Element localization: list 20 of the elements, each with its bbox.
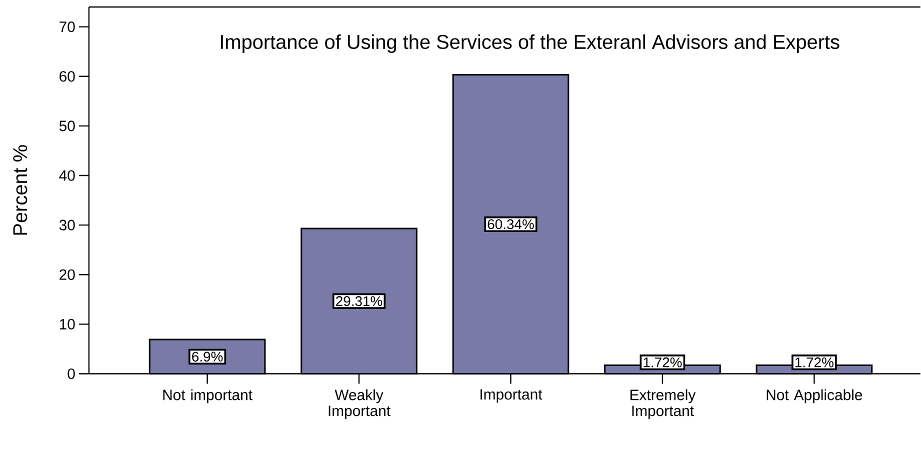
y-tick-label: 50 [59,120,75,132]
text: Importance of Using the Services of the Exteranl Advisors and Experts [221,34,840,54]
y-tick-label: 10 [60,319,75,330]
data-label: 6.9% [192,352,223,362]
y-axis-title: Percent % [13,145,28,235]
x-tick-label: Not important [163,389,252,404]
data-label: 1.72% [644,358,682,368]
y-tick-label: 60 [60,71,75,82]
y-tick-label: 40 [59,170,75,181]
y-tick-label: 0 [68,368,75,380]
data-label: 1.72% [796,358,834,368]
x-tick-label: Not Applicable [766,389,862,404]
data-label: 29.31% [336,296,382,306]
x-tick-label: Extremely Important [630,389,696,420]
y-tick-label: 70 [60,22,75,32]
data-label: 60.34% [488,219,534,230]
x-tick-label: Important [480,389,542,403]
x-tick-label: Weakly Important [328,389,390,420]
y-tick-label: 20 [60,269,75,280]
y-tick-label: 30 [59,220,75,230]
